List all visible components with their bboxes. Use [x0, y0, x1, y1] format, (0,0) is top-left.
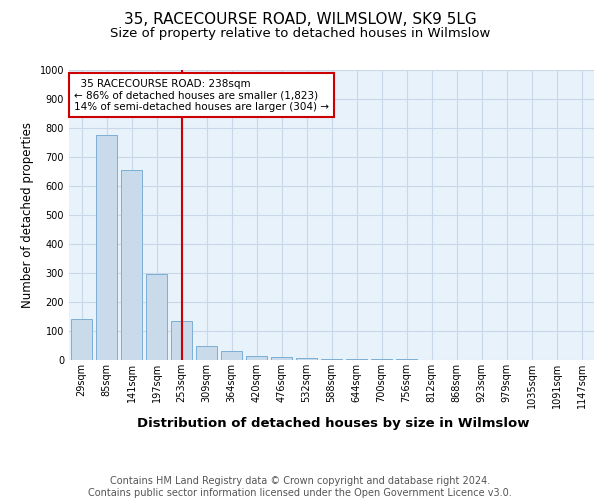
Text: 35 RACECOURSE ROAD: 238sqm
← 86% of detached houses are smaller (1,823)
14% of s: 35 RACECOURSE ROAD: 238sqm ← 86% of deta… [74, 78, 329, 112]
Bar [346, 359, 367, 360]
Bar [146, 274, 167, 360]
Bar [121, 170, 142, 360]
Bar [271, 357, 292, 360]
Bar [196, 346, 217, 360]
Bar [71, 320, 92, 360]
Text: Contains HM Land Registry data © Crown copyright and database right 2024.
Contai: Contains HM Land Registry data © Crown c… [88, 476, 512, 498]
Bar [221, 352, 242, 360]
Text: Distribution of detached houses by size in Wilmslow: Distribution of detached houses by size … [137, 418, 529, 430]
Bar [246, 356, 267, 360]
Bar [371, 358, 392, 360]
Bar [171, 321, 192, 360]
Y-axis label: Number of detached properties: Number of detached properties [21, 122, 34, 308]
Text: Size of property relative to detached houses in Wilmslow: Size of property relative to detached ho… [110, 28, 490, 40]
Text: 35, RACECOURSE ROAD, WILMSLOW, SK9 5LG: 35, RACECOURSE ROAD, WILMSLOW, SK9 5LG [124, 12, 476, 28]
Bar [321, 358, 342, 360]
Bar [96, 135, 117, 360]
Bar [296, 358, 317, 360]
